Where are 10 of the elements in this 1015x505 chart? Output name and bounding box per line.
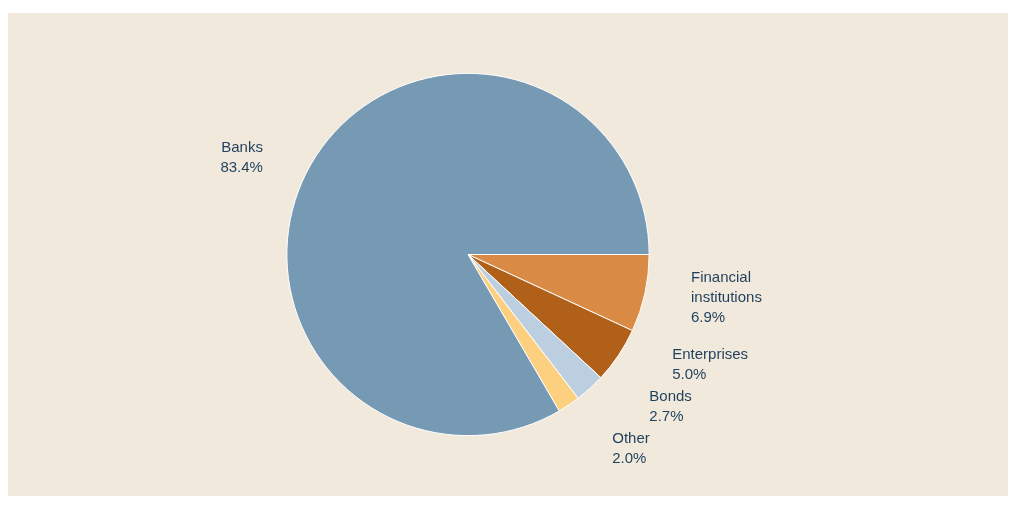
slice-label: Enterprises [672, 345, 749, 363]
data-label: 2.0% [612, 449, 647, 467]
slice-label: Banks [221, 138, 263, 156]
data-label: 5.0% [672, 365, 707, 383]
slice-label: Other [612, 429, 650, 447]
data-label: 2.7% [649, 407, 684, 425]
data-label: 6.9% [691, 308, 726, 326]
slice-label: Bonds [649, 387, 692, 405]
data-label: 83.4% [220, 158, 263, 176]
slice-label: Financial institutions [691, 268, 762, 306]
